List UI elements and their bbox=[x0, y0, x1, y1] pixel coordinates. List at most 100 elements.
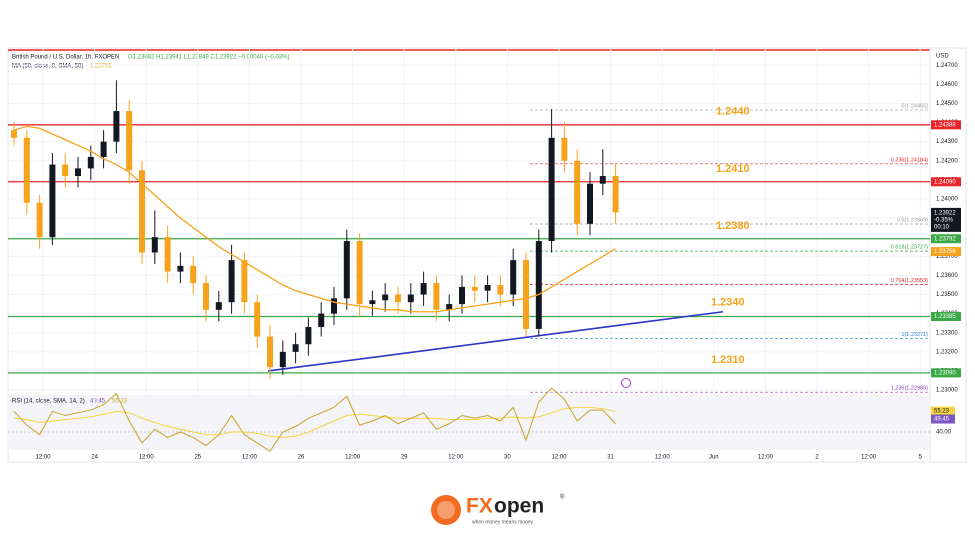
candle-body bbox=[407, 294, 414, 303]
candle-body bbox=[382, 294, 389, 301]
candle-body bbox=[497, 284, 504, 295]
y-tick-label: 1.24000 bbox=[936, 197, 958, 203]
candle-body bbox=[151, 237, 158, 253]
symbol: British Pound / U.S. Dollar, 1h, FXOPEN bbox=[12, 55, 119, 61]
ma-badge-label: 1.23756 bbox=[934, 249, 956, 255]
candle-body bbox=[356, 241, 363, 305]
x-tick-label: 24 bbox=[91, 455, 98, 461]
candle-body bbox=[318, 313, 325, 328]
level-badge-label: 1.23792 bbox=[934, 236, 956, 242]
x-tick-label: 12:00 bbox=[655, 455, 671, 461]
level-badge-label: 1.24090 bbox=[934, 179, 956, 185]
candle-body bbox=[420, 283, 427, 295]
x-tick-label: 12:00 bbox=[35, 455, 51, 461]
fib-label: 0.764(1.23553) bbox=[891, 278, 928, 284]
x-tick-label: 31 bbox=[607, 455, 614, 461]
level-badge bbox=[931, 120, 961, 130]
y-tick-label: 1.23000 bbox=[936, 388, 958, 394]
rsi-ma-line bbox=[13, 406, 616, 438]
y-tick-label: 1.23300 bbox=[936, 330, 958, 336]
candle-body bbox=[279, 351, 286, 368]
candle-body bbox=[87, 156, 94, 169]
last-price-countdown: 00:10 bbox=[934, 224, 950, 230]
candle-body bbox=[62, 164, 69, 177]
y-tick-label: 1.24700 bbox=[936, 63, 958, 69]
candle-body bbox=[49, 164, 56, 238]
candle-body bbox=[535, 241, 542, 329]
y-tick-label: 1.24300 bbox=[936, 139, 958, 145]
candle-body bbox=[23, 137, 30, 203]
fib-label: 0.618(1.23727) bbox=[891, 245, 928, 251]
event-icon[interactable] bbox=[621, 378, 631, 388]
rsi-badge bbox=[931, 414, 955, 424]
candle-body bbox=[369, 300, 376, 305]
y-tick-label: 1.24500 bbox=[936, 101, 958, 107]
x-tick-label: 25 bbox=[194, 455, 201, 461]
candle-body bbox=[228, 260, 235, 303]
ma-line bbox=[13, 125, 616, 313]
candle-body bbox=[612, 176, 619, 213]
x-tick-label: 12:00 bbox=[551, 455, 567, 461]
y-tick-label: 1.24200 bbox=[936, 158, 958, 164]
rsi-line bbox=[13, 387, 616, 452]
ma-value: 1.23756 bbox=[90, 64, 112, 70]
candle-body bbox=[561, 137, 568, 161]
last-price-change: -0.35% bbox=[934, 217, 954, 223]
x-tick-label: 29 bbox=[401, 455, 408, 461]
candle-body bbox=[75, 168, 81, 177]
level-badge bbox=[931, 368, 961, 378]
level-badge-label: 1.23090 bbox=[934, 370, 956, 376]
brand-prefix: FX bbox=[466, 495, 493, 518]
candle-body bbox=[433, 283, 440, 310]
candle-body bbox=[36, 202, 43, 238]
candle-body bbox=[599, 176, 606, 184]
candle-body bbox=[459, 286, 465, 305]
rsi-tick-label: 40.00 bbox=[936, 430, 952, 436]
candle-body bbox=[267, 336, 273, 368]
tagline: when money means money bbox=[472, 519, 534, 525]
candle-body bbox=[254, 302, 261, 337]
x-tick-label: 12:00 bbox=[758, 455, 774, 461]
y-tick-label: 1.23600 bbox=[936, 273, 958, 279]
rsi-pane bbox=[8, 395, 930, 450]
rsi-badge-label: 49.45 bbox=[934, 417, 950, 423]
last-price-label: 1.23922 bbox=[934, 210, 956, 216]
brand-rest: open bbox=[494, 495, 544, 518]
fib-label: 1(1.23271) bbox=[901, 332, 928, 338]
candle-body bbox=[574, 160, 581, 224]
fib-label: 0.5(1.23869) bbox=[897, 217, 928, 223]
candle-body bbox=[510, 260, 517, 295]
level-badge-label: 1.23385 bbox=[934, 314, 956, 320]
candle-body bbox=[587, 183, 593, 224]
candle-body bbox=[113, 111, 120, 142]
annotation: 1.2380 bbox=[716, 220, 750, 232]
last-price-badge bbox=[931, 207, 961, 232]
candle-body bbox=[126, 111, 133, 171]
candle-body bbox=[164, 237, 171, 272]
annotation: 1.2440 bbox=[716, 105, 750, 117]
logo-mark bbox=[431, 495, 461, 525]
y-tick-label: 1.23500 bbox=[936, 292, 958, 298]
annotation: 1.2340 bbox=[711, 297, 745, 309]
candle-body bbox=[548, 137, 555, 242]
candle-body bbox=[100, 141, 107, 157]
candle-body bbox=[343, 241, 350, 299]
ma-badge bbox=[931, 247, 961, 257]
candle-body bbox=[292, 344, 299, 352]
candle-body bbox=[395, 294, 401, 303]
x-tick-label: 12:00 bbox=[242, 455, 258, 461]
rsi-value: 49.45 bbox=[90, 399, 106, 405]
level-badge bbox=[931, 312, 961, 322]
currency: USD bbox=[936, 54, 949, 60]
x-tick-label: 12:00 bbox=[139, 455, 155, 461]
fib-label: 0(1.24466) bbox=[901, 103, 928, 109]
x-tick-label: 12:00 bbox=[448, 455, 464, 461]
x-tick-label: 2 bbox=[815, 455, 819, 461]
candle-body bbox=[484, 284, 491, 291]
candle-body bbox=[241, 260, 248, 303]
y-tick-label: 1.24600 bbox=[936, 82, 958, 88]
y-tick-label: 1.23200 bbox=[936, 349, 958, 355]
candle-body bbox=[11, 130, 17, 138]
candle-body bbox=[331, 298, 337, 314]
x-tick-label: Jun bbox=[709, 455, 719, 461]
